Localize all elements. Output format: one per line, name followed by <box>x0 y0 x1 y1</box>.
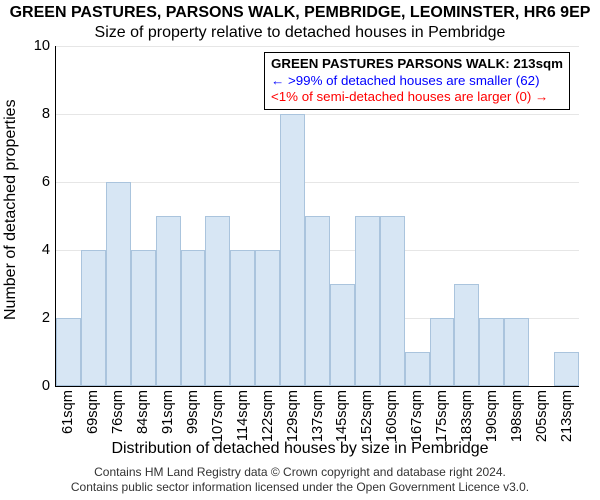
histogram-bar <box>205 216 230 386</box>
y-tick-label: 10 <box>34 38 56 54</box>
y-tick-label: 8 <box>42 106 56 122</box>
attribution: Contains HM Land Registry data © Crown c… <box>0 465 600 495</box>
x-tick-label: 198sqm <box>509 386 525 442</box>
histogram-bar <box>255 250 280 386</box>
x-tick-label: 91sqm <box>160 386 176 434</box>
x-tick-label: 61sqm <box>60 386 76 434</box>
x-tick-label: 145sqm <box>334 386 350 442</box>
attribution-line-1: Contains HM Land Registry data © Crown c… <box>94 465 506 479</box>
x-tick-label: 152sqm <box>359 386 375 442</box>
histogram-bar <box>131 250 156 386</box>
histogram-bar <box>504 318 529 386</box>
x-tick-label: 99sqm <box>185 386 201 434</box>
histogram-bar <box>405 352 430 386</box>
legend-line-2: ← >99% of detached houses are smaller (6… <box>271 73 563 90</box>
chart-title: GREEN PASTURES, PARSONS WALK, PEMBRIDGE,… <box>0 4 600 22</box>
x-tick-label: 69sqm <box>85 386 101 434</box>
x-tick-label: 183sqm <box>459 386 475 442</box>
legend-box: GREEN PASTURES PARSONS WALK: 213sqm ← >9… <box>264 52 570 110</box>
histogram-bar <box>430 318 455 386</box>
x-tick-label: 76sqm <box>110 386 126 434</box>
legend-line-3: <1% of semi-detached houses are larger (… <box>271 89 563 106</box>
chart-subtitle: Size of property relative to detached ho… <box>0 24 600 42</box>
x-axis-label: Distribution of detached houses by size … <box>0 440 600 458</box>
histogram-bar <box>330 284 355 386</box>
gridline <box>56 46 579 47</box>
attribution-line-2: Contains public sector information licen… <box>71 480 529 494</box>
x-tick-label: 107sqm <box>210 386 226 442</box>
histogram-bar <box>554 352 579 386</box>
y-tick-label: 2 <box>42 310 56 326</box>
y-tick-label: 4 <box>42 242 56 258</box>
histogram-bar <box>355 216 380 386</box>
x-tick-label: 160sqm <box>384 386 400 442</box>
histogram-bar <box>81 250 106 386</box>
histogram-bar <box>56 318 81 386</box>
gridline <box>56 114 579 115</box>
legend-line-1: GREEN PASTURES PARSONS WALK: 213sqm <box>271 56 563 73</box>
y-axis-label: Number of detached properties <box>2 99 20 320</box>
histogram-bar <box>280 114 305 386</box>
histogram-bar <box>454 284 479 386</box>
x-tick-label: 122sqm <box>260 386 276 442</box>
y-tick-label: 0 <box>42 378 56 394</box>
histogram-bar <box>106 182 131 386</box>
x-tick-label: 213sqm <box>559 386 575 442</box>
histogram-bar <box>230 250 255 386</box>
histogram-bar <box>156 216 181 386</box>
x-tick-label: 84sqm <box>135 386 151 434</box>
gridline <box>56 182 579 183</box>
histogram-bar <box>305 216 330 386</box>
x-tick-label: 175sqm <box>434 386 450 442</box>
y-tick-label: 6 <box>42 174 56 190</box>
x-tick-label: 167sqm <box>409 386 425 442</box>
histogram-bar <box>181 250 206 386</box>
histogram-bar <box>380 216 405 386</box>
x-tick-label: 129sqm <box>285 386 301 442</box>
x-tick-label: 205sqm <box>534 386 550 442</box>
x-tick-label: 190sqm <box>484 386 500 442</box>
histogram-bar <box>479 318 504 386</box>
x-tick-label: 114sqm <box>235 386 251 441</box>
x-tick-label: 137sqm <box>310 386 326 442</box>
